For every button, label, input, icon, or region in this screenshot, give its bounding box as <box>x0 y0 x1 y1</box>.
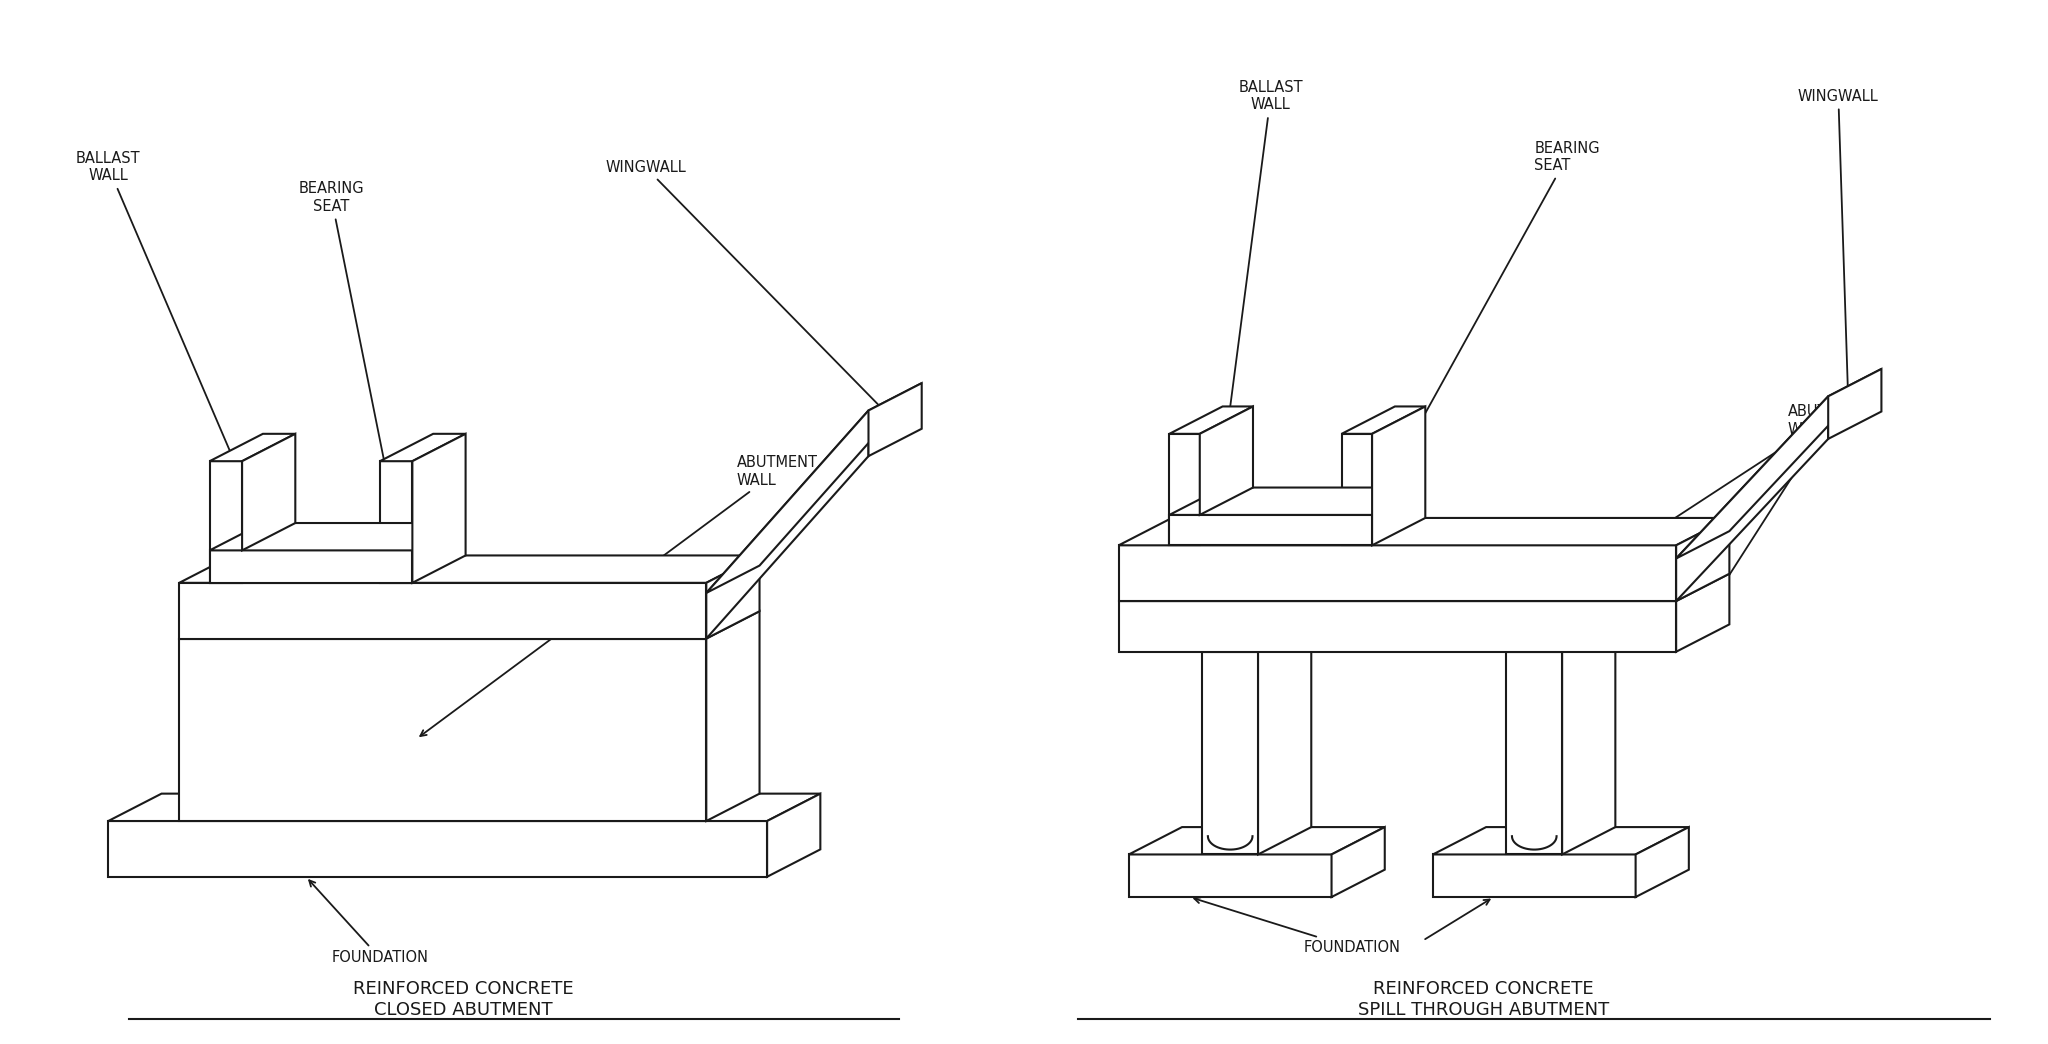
Text: BEARING
SEAT: BEARING SEAT <box>1333 141 1599 580</box>
Polygon shape <box>1169 434 1200 545</box>
Polygon shape <box>1434 827 1690 854</box>
Text: ABUTMENT
WALL: ABUTMENT WALL <box>420 455 817 736</box>
Polygon shape <box>180 555 760 583</box>
Polygon shape <box>1341 406 1425 434</box>
Polygon shape <box>209 461 242 583</box>
Polygon shape <box>209 523 465 550</box>
Polygon shape <box>1636 827 1690 897</box>
Polygon shape <box>1675 518 1729 601</box>
Polygon shape <box>381 434 465 461</box>
Polygon shape <box>412 434 465 583</box>
Polygon shape <box>180 611 760 639</box>
Polygon shape <box>1202 651 1257 854</box>
Polygon shape <box>180 639 707 821</box>
Text: FOUNDATION: FOUNDATION <box>1194 898 1401 955</box>
Polygon shape <box>1128 854 1331 897</box>
Polygon shape <box>1331 827 1384 897</box>
Polygon shape <box>1118 518 1729 545</box>
Polygon shape <box>868 383 922 456</box>
Polygon shape <box>1675 574 1729 651</box>
Polygon shape <box>209 434 295 461</box>
Polygon shape <box>707 410 868 639</box>
Polygon shape <box>1829 369 1882 438</box>
Text: REINFORCED CONCRETE
CLOSED ABUTMENT: REINFORCED CONCRETE CLOSED ABUTMENT <box>352 980 573 1019</box>
Text: BEARING
SEAT: BEARING SEAT <box>299 182 418 617</box>
Text: FOUNDATION: FOUNDATION <box>309 880 428 966</box>
Text: ABUTMENT
WALL: ABUTMENT WALL <box>1710 404 1868 604</box>
Polygon shape <box>1257 624 1311 854</box>
Polygon shape <box>1169 515 1372 545</box>
Polygon shape <box>707 611 760 821</box>
Text: WINGWALL: WINGWALL <box>1798 89 1878 404</box>
Polygon shape <box>1118 545 1675 601</box>
Text: BALLAST
WALL: BALLAST WALL <box>76 151 258 518</box>
Polygon shape <box>768 793 821 877</box>
Polygon shape <box>1118 601 1675 651</box>
Polygon shape <box>109 821 768 877</box>
Polygon shape <box>1169 406 1253 434</box>
Polygon shape <box>1563 624 1616 854</box>
Polygon shape <box>242 434 295 550</box>
Polygon shape <box>707 383 922 593</box>
Polygon shape <box>1169 488 1425 515</box>
Polygon shape <box>109 793 821 821</box>
Polygon shape <box>209 550 412 583</box>
Polygon shape <box>1434 854 1636 897</box>
Text: WINGWALL: WINGWALL <box>604 160 895 422</box>
Polygon shape <box>1507 651 1563 854</box>
Polygon shape <box>707 555 760 639</box>
Polygon shape <box>1675 369 1882 559</box>
Polygon shape <box>381 461 412 583</box>
Polygon shape <box>1128 827 1384 854</box>
Polygon shape <box>1200 406 1253 515</box>
Text: REINFORCED CONCRETE
SPILL THROUGH ABUTMENT: REINFORCED CONCRETE SPILL THROUGH ABUTME… <box>1358 980 1610 1019</box>
Polygon shape <box>1341 434 1372 545</box>
Polygon shape <box>1118 574 1729 601</box>
Text: BALLAST
WALL: BALLAST WALL <box>1219 80 1303 480</box>
Polygon shape <box>1675 397 1829 601</box>
Polygon shape <box>180 583 707 639</box>
Polygon shape <box>1372 406 1425 545</box>
